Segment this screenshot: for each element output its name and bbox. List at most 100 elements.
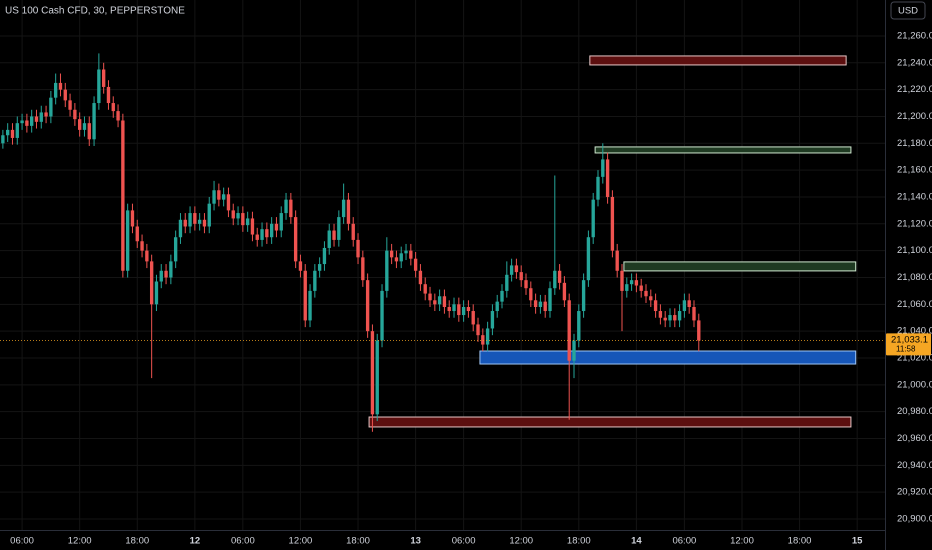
candle-body — [351, 223, 355, 240]
candle-body — [577, 311, 581, 341]
candle-body — [265, 229, 269, 238]
candle-body — [519, 272, 523, 281]
candle-body — [111, 103, 115, 112]
x-tick-label: 06:00 — [672, 536, 696, 547]
candle-body — [620, 270, 624, 291]
candle-body — [164, 270, 168, 278]
candle-body — [140, 241, 144, 251]
candle-body — [692, 306, 696, 321]
currency[interactable]: USD — [898, 6, 918, 17]
candle-body — [149, 261, 154, 305]
candle-body — [514, 265, 519, 273]
candle-body — [106, 86, 111, 104]
candle-body — [346, 199, 351, 224]
candle-body — [524, 280, 528, 289]
candle-body — [183, 219, 187, 227]
candle-body — [101, 69, 106, 87]
candle-body — [279, 213, 283, 231]
y-tick-label: 21,060.0 — [897, 299, 932, 310]
candle-body — [644, 290, 648, 297]
candle-body — [274, 223, 279, 231]
candle-body — [116, 111, 120, 121]
y-tick-label: 21,160.0 — [897, 165, 932, 176]
candle-body — [610, 196, 615, 251]
candle-body — [44, 112, 48, 117]
x-tick-label: 15 — [852, 536, 863, 547]
candle-body — [361, 257, 365, 281]
candle-body — [615, 250, 619, 271]
candle-body — [322, 247, 327, 265]
candle-body — [581, 280, 586, 312]
candle-body — [399, 253, 403, 262]
candle-body — [375, 340, 379, 415]
candle-body — [457, 304, 461, 316]
candle-body — [509, 265, 514, 275]
y-tick-label: 21,040.0 — [897, 326, 932, 337]
candle-body — [308, 290, 312, 321]
candle-body — [15, 123, 19, 138]
candle-body — [5, 129, 10, 136]
candle-body — [197, 219, 202, 224]
y-tick-label: 21,000.0 — [897, 379, 932, 390]
candle-body — [20, 120, 24, 124]
candle-body — [121, 120, 125, 271]
candle-body — [169, 261, 173, 278]
candle-body — [145, 250, 149, 262]
candle-body — [341, 199, 346, 218]
y-tick-label: 21,240.0 — [897, 57, 932, 68]
candle-body — [303, 270, 307, 321]
candle-body — [332, 230, 336, 240]
candle-body — [92, 103, 96, 140]
candle-body — [495, 301, 499, 312]
candle-body — [49, 97, 53, 117]
candle-body — [207, 203, 211, 227]
candle-body — [327, 230, 331, 248]
candle-body — [241, 213, 245, 226]
candle-body — [193, 213, 197, 224]
candle-body — [687, 300, 691, 307]
last-price-box — [886, 333, 931, 356]
candle-body — [653, 300, 658, 312]
candle-body — [394, 257, 399, 262]
candle-body — [53, 82, 58, 98]
candle-body — [317, 264, 322, 271]
candle-body — [418, 270, 423, 285]
candle-body — [682, 300, 687, 312]
candle-body — [557, 270, 562, 283]
candle-body — [1, 135, 5, 144]
candle-body — [125, 210, 130, 271]
currency-box[interactable] — [890, 1, 926, 20]
candle-body — [188, 213, 192, 227]
candle-body — [629, 280, 634, 285]
x-tick-label: 12:00 — [509, 536, 533, 547]
candle-body — [130, 210, 135, 227]
candle-body — [10, 129, 15, 138]
candle-body — [553, 270, 557, 289]
candle-body — [217, 190, 221, 200]
candle-body — [236, 213, 240, 219]
chart-title: US 100 Cash CFD, 30, PEPPERSTONE — [5, 6, 185, 17]
candle-body — [596, 176, 600, 200]
candle-body — [605, 159, 610, 197]
candle-body — [625, 284, 629, 291]
candle-body — [476, 324, 480, 336]
candle-body — [437, 296, 442, 305]
candle-body — [87, 123, 91, 140]
x-tick-label: 12:00 — [730, 536, 754, 547]
y-tick-label: 21,020.0 — [897, 353, 932, 364]
candle-body — [389, 250, 394, 258]
candle-body — [677, 311, 682, 321]
candle-body — [202, 219, 207, 227]
candle-body — [572, 340, 576, 361]
x-tick-label: 12:00 — [68, 536, 92, 547]
candle-body — [466, 306, 471, 312]
y-tick-label: 21,260.0 — [897, 30, 932, 41]
candle-body — [481, 335, 485, 345]
candle-body — [548, 288, 552, 312]
candle-body — [673, 315, 677, 321]
y-tick-label: 20,980.0 — [897, 406, 932, 417]
candle-body — [452, 304, 456, 312]
candle-body — [77, 119, 82, 130]
y-tick-label: 21,100.0 — [897, 245, 932, 256]
candle-body — [601, 159, 605, 177]
